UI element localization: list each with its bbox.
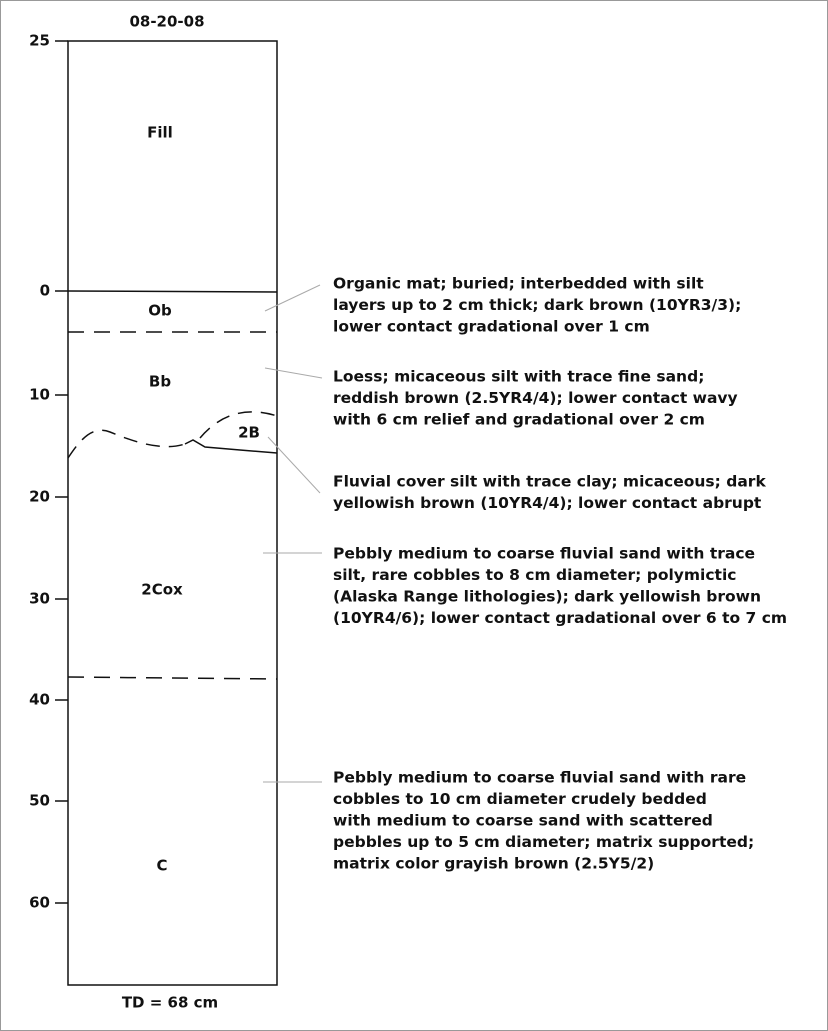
unit-description: Pebbly medium to coarse fluvial sand wit… (333, 769, 746, 787)
unit-description: Loess; micaceous silt with trace fine sa… (333, 368, 704, 386)
tick-label: 25 (29, 32, 50, 50)
unit-description: pebbles up to 5 cm diameter; matrix supp… (333, 833, 754, 851)
unit-label: Ob (148, 302, 172, 320)
tick-label: 40 (29, 691, 50, 709)
unit-description: layers up to 2 cm thick; dark brown (10Y… (333, 296, 741, 314)
contact-wavy (199, 411, 278, 439)
date: 08-20-08 (129, 13, 204, 31)
leader-line (264, 367, 323, 379)
contact-solid (184, 439, 278, 454)
unit-label: 2Cox (141, 581, 183, 599)
unit-description: matrix color grayish brown (2.5Y5/2) (333, 855, 654, 873)
unit-label: Fill (147, 124, 173, 142)
unit-description: with 6 cm relief and gradational over 2 … (333, 411, 705, 429)
unit-description: Pebbly medium to coarse fluvial sand wit… (333, 545, 755, 563)
unit-description: cobbles to 10 cm diameter crudely bedded (333, 790, 707, 808)
unit-description: yellowish brown (10YR4/4); lower contact… (333, 494, 762, 512)
contact-solid (67, 290, 278, 293)
unit-label: 2B (238, 424, 260, 442)
unit-description: silt, rare cobbles to 8 cm diameter; pol… (333, 566, 736, 584)
tick-label: 50 (29, 792, 50, 810)
total-depth: TD = 68 cm (122, 994, 218, 1012)
unit-description: lower contact gradational over 1 cm (333, 318, 650, 336)
contact-dashed (67, 676, 278, 680)
unit-description: with medium to coarse sand with scattere… (333, 812, 713, 830)
unit-description: reddish brown (2.5YR4/4); lower contact … (333, 389, 738, 407)
unit-description: Organic mat; buried; interbedded with si… (333, 275, 704, 293)
tick-label: 20 (29, 488, 50, 506)
tick-label: 30 (29, 590, 50, 608)
tick-label: 60 (29, 894, 50, 912)
unit-label: C (156, 857, 167, 875)
unit-description: Fluvial cover silt with trace clay; mica… (333, 473, 766, 491)
column (67, 40, 278, 986)
leader-line (264, 284, 321, 312)
contact-wavy (67, 429, 186, 459)
unit-description: (Alaska Range lithologies); dark yellowi… (333, 588, 761, 606)
leader-line (267, 436, 321, 494)
dynamic-layer: 25 0 10 20 30 40 50 60 Fill Ob Organic mat; buried… (29, 32, 787, 912)
tick-label: 0 (40, 282, 50, 300)
unit-label: Bb (149, 373, 171, 391)
unit-description: (10YR4/6); lower contact gradational ove… (333, 609, 787, 627)
tick-label: 10 (29, 386, 50, 404)
